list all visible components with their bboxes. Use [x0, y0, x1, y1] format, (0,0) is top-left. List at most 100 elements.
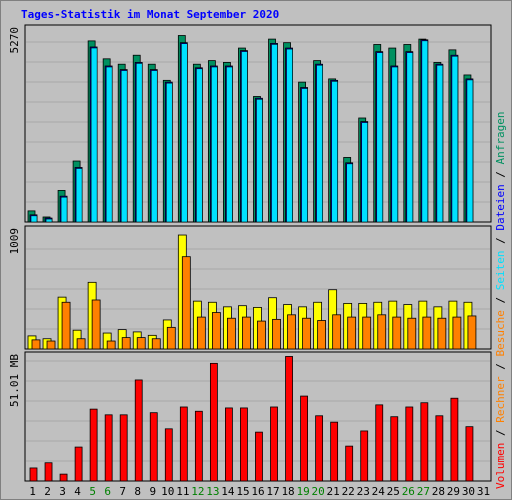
bar-volumen: [330, 421, 339, 482]
bar-volumen: [375, 404, 384, 482]
x-tick-label: 6: [104, 485, 111, 498]
bar-seiten: [211, 66, 218, 223]
bar-seiten: [301, 88, 308, 223]
x-tick-label: 3: [59, 485, 66, 498]
bar-volumen: [209, 362, 218, 482]
x-tick-label: 12: [191, 485, 204, 498]
bar-seiten: [361, 122, 369, 223]
legend-item: Rechner: [494, 376, 507, 423]
bar-besuche: [332, 314, 342, 350]
bar-besuche: [61, 301, 71, 350]
bar-seiten: [105, 66, 113, 223]
bar-volumen: [405, 406, 414, 482]
bar-seiten: [196, 68, 203, 223]
x-tick-label: 24: [372, 485, 386, 498]
bar-besuche: [422, 316, 432, 350]
x-tick-label: 21: [327, 485, 340, 498]
bar-volumen: [119, 414, 128, 482]
bar-besuche: [151, 338, 161, 350]
bar-volumen: [270, 406, 278, 482]
y-axis-label-besuche: 1009: [8, 228, 21, 255]
x-tick-label: 28: [432, 485, 445, 498]
x-tick-label: 2: [44, 485, 51, 498]
bar-volumen: [179, 406, 188, 482]
legend-item: Volumen: [494, 443, 507, 489]
x-tick-label: 19: [296, 485, 309, 498]
bar-seiten: [331, 81, 338, 223]
bar-volumen: [44, 462, 53, 482]
bar-volumen: [225, 407, 233, 482]
legend-item: Seiten: [494, 251, 507, 291]
bar-seiten: [376, 52, 384, 223]
bar-besuche: [136, 337, 146, 350]
bar-besuche: [46, 340, 56, 350]
x-tick-label: 18: [281, 485, 294, 498]
bar-seiten: [150, 70, 158, 223]
bar-volumen: [390, 416, 399, 482]
bar-seiten: [60, 196, 68, 223]
x-tick-label: 23: [357, 485, 370, 498]
legend-item: /: [494, 231, 507, 251]
bar-seiten: [90, 47, 98, 223]
legend-item: /: [494, 423, 507, 443]
x-tick-label: 25: [387, 485, 400, 498]
bar-volumen: [420, 402, 429, 482]
bar-seiten: [226, 66, 233, 223]
x-tick-label: 4: [74, 485, 81, 498]
x-tick-labels: 1 2 3 4 5 6 7 8 9 10 11 12 13 14 15 16 17 18 19 20 21 22 23 24 2…: [29, 485, 490, 498]
y-axis-label-anfragen: 5270: [8, 27, 21, 54]
bar-seiten: [436, 64, 444, 223]
bar-besuche: [242, 316, 251, 350]
bar-seiten: [120, 70, 128, 223]
bar-volumen: [300, 395, 308, 482]
bar-seiten: [241, 51, 248, 223]
bar-besuche: [181, 256, 191, 350]
panel-besuche: 1009: [8, 225, 492, 350]
x-tick-label: 9: [149, 485, 156, 498]
panel-volumen: 51.01 MB: [8, 351, 492, 482]
x-tick-label: 16: [251, 485, 264, 498]
x-tick-label: 15: [236, 485, 249, 498]
legend-item: Besuche: [494, 310, 507, 356]
bar-besuche: [437, 317, 447, 350]
bar-seiten: [346, 163, 353, 223]
bar-volumen: [240, 407, 248, 482]
bar-besuche: [76, 338, 86, 350]
bar-besuche: [362, 316, 372, 350]
legend: Volumen / Rechner / Besuche / Seiten / D…: [494, 111, 507, 489]
bar-besuche: [287, 314, 296, 350]
legend-item: Dateien: [494, 184, 507, 230]
bar-seiten: [181, 43, 188, 223]
bar-seiten: [271, 44, 278, 223]
bar-besuche: [257, 320, 266, 350]
bar-besuche: [407, 317, 417, 350]
bar-volumen: [59, 473, 68, 482]
legend-item: /: [494, 164, 507, 184]
bar-volumen: [134, 379, 143, 482]
x-tick-label: 5: [89, 485, 96, 498]
bar-volumen: [194, 410, 203, 482]
legend-item: /: [494, 290, 507, 310]
x-tick-label: 30: [462, 485, 475, 498]
bar-seiten: [316, 64, 323, 223]
bar-besuche: [347, 316, 357, 350]
bar-besuche: [196, 316, 206, 350]
bar-besuche: [377, 314, 387, 350]
legend-item: Anfragen: [494, 111, 507, 164]
bar-besuche: [272, 318, 281, 350]
bar-volumen: [465, 426, 474, 482]
bar-besuche: [211, 312, 221, 350]
x-tick-label: 26: [402, 485, 415, 498]
bar-besuche: [91, 299, 101, 350]
bar-seiten: [45, 218, 53, 223]
bar-seiten: [406, 52, 414, 223]
bar-volumen: [450, 397, 459, 482]
bar-volumen: [104, 414, 113, 482]
bar-seiten: [451, 55, 459, 223]
bar-volumen: [164, 428, 173, 482]
bar-seiten: [256, 98, 263, 223]
bar-seiten: [165, 82, 173, 223]
bar-volumen: [255, 431, 263, 482]
